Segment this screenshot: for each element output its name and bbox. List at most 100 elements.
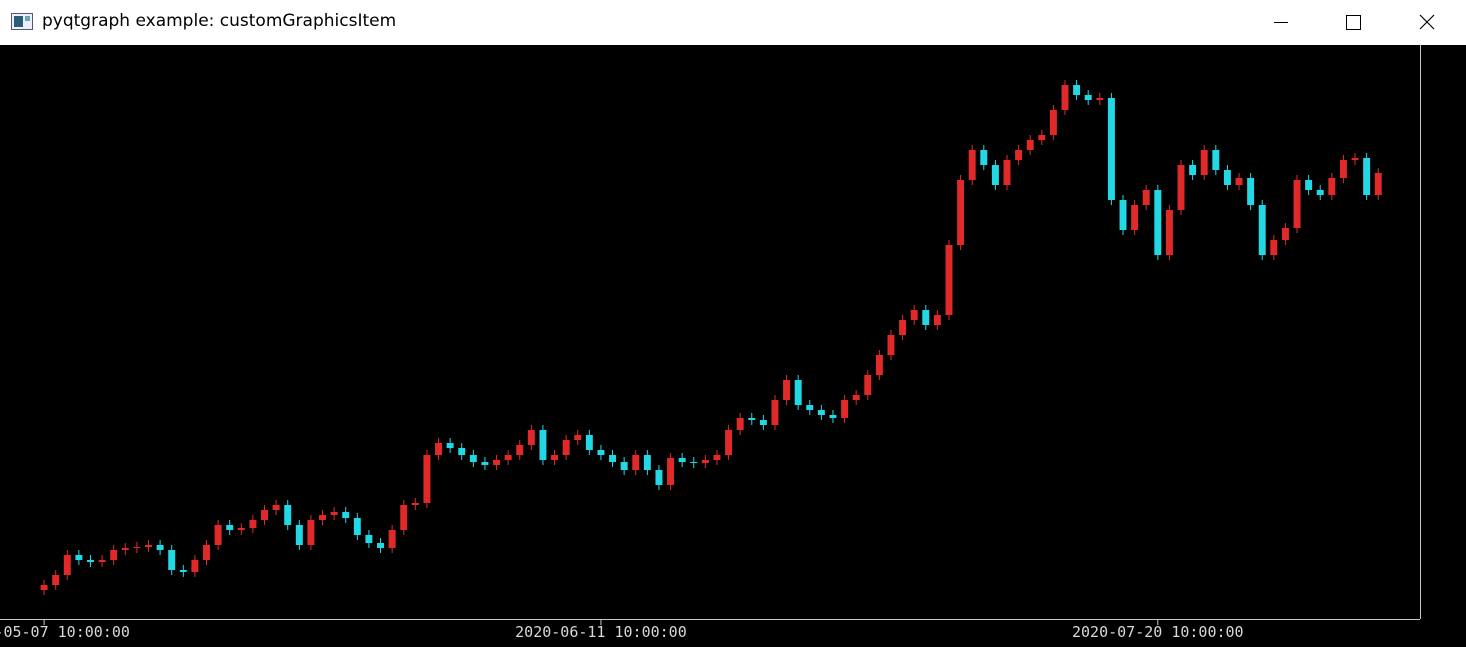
- candle-body: [319, 515, 326, 520]
- candle-body: [377, 543, 385, 548]
- close-button[interactable]: [1392, 0, 1462, 45]
- candle-body: [725, 430, 733, 455]
- candle-body: [295, 525, 303, 545]
- candle-body: [933, 315, 941, 325]
- x-tick-label: 2020-07-20 10:00:00: [1072, 623, 1244, 641]
- candle-body: [794, 380, 802, 405]
- candle-body: [609, 455, 617, 462]
- candle-body: [284, 505, 292, 525]
- candle-body: [1316, 190, 1324, 195]
- candle-body: [701, 460, 709, 463]
- candle-body: [1270, 240, 1278, 255]
- candle-body: [620, 462, 628, 470]
- candle-body: [1165, 210, 1173, 255]
- candle-body: [504, 455, 512, 460]
- candle-body: [1223, 170, 1231, 185]
- candle-body: [713, 455, 721, 460]
- candle-body: [771, 400, 779, 425]
- candle-body: [1131, 205, 1139, 230]
- candle-body: [1073, 85, 1081, 95]
- candle-body: [841, 400, 849, 418]
- candle-body: [585, 435, 593, 450]
- candle-body: [1026, 140, 1034, 150]
- candle-body: [272, 505, 280, 510]
- candle-body: [574, 435, 582, 440]
- candle-body: [1258, 205, 1266, 255]
- candle-body: [690, 462, 698, 463]
- candle-body: [307, 520, 315, 545]
- candle-body: [887, 335, 895, 355]
- candle-body: [539, 430, 547, 460]
- maximize-button[interactable]: [1318, 0, 1388, 45]
- candle-body: [736, 418, 744, 430]
- candle-body: [261, 510, 268, 520]
- candle-body: [922, 310, 930, 325]
- candle-body: [98, 560, 106, 562]
- candle-body: [1351, 158, 1359, 160]
- candle-body: [40, 585, 48, 590]
- candle-body: [110, 550, 118, 560]
- candle-body: [655, 470, 663, 485]
- candle-body: [1096, 98, 1104, 100]
- candle-body: [968, 150, 976, 180]
- candle-body: [156, 545, 164, 550]
- candle-body: [1339, 160, 1347, 178]
- candle-body: [75, 555, 83, 560]
- candle-body: [133, 547, 141, 548]
- candle-body: [1293, 180, 1301, 228]
- candle-body: [875, 355, 883, 375]
- candle-body: [1049, 110, 1057, 135]
- minimize-button[interactable]: [1246, 0, 1316, 45]
- candle-body: [330, 512, 338, 515]
- candle-body: [481, 462, 489, 465]
- candle-body: [1363, 158, 1371, 195]
- candle-body: [806, 405, 814, 410]
- candle-body: [145, 545, 152, 547]
- candle-body: [1374, 173, 1382, 195]
- candle-body: [643, 455, 651, 470]
- candle-body: [191, 560, 199, 572]
- candle-body: [435, 443, 443, 455]
- candle-body: [423, 455, 431, 503]
- candle-body: [991, 165, 999, 185]
- candle-body: [667, 458, 675, 485]
- candle-body: [226, 525, 234, 530]
- candle-body: [829, 415, 837, 418]
- candle-body: [342, 512, 350, 518]
- candle-body: [910, 310, 918, 320]
- app-icon: [11, 13, 33, 30]
- candle-body: [1305, 180, 1313, 190]
- window-title: pyqtgraph example: customGraphicsItem: [42, 11, 397, 31]
- candle-body: [551, 455, 559, 460]
- candle-body: [1154, 190, 1162, 255]
- candle-body: [87, 560, 94, 562]
- candle-body: [179, 570, 187, 572]
- candle-body: [1107, 98, 1115, 200]
- candle-body: [411, 503, 419, 505]
- candle-body: [980, 150, 988, 165]
- candle-body: [1247, 178, 1255, 205]
- candle-body: [864, 375, 872, 395]
- candle-body: [388, 530, 396, 548]
- candle-body: [1189, 165, 1197, 175]
- candle-body: [1235, 178, 1243, 185]
- candle-body: [121, 548, 129, 550]
- candle-body: [945, 245, 953, 315]
- candle-body: [365, 535, 373, 543]
- candle-body: [632, 455, 640, 470]
- candle-body: [899, 320, 907, 335]
- candle-body: [678, 458, 686, 462]
- candle-body: [1200, 150, 1208, 175]
- candle-body: [527, 430, 535, 445]
- x-tick-label: 2020-05-07 10:00:00: [0, 623, 130, 641]
- candle-body: [168, 550, 176, 570]
- candle-body: [1142, 190, 1150, 205]
- candle-body: [1038, 135, 1046, 140]
- x-tick-label: 2020-06-11 10:00:00: [515, 623, 687, 641]
- candle-body: [783, 380, 791, 400]
- candle-body: [759, 420, 767, 425]
- candle-body: [1328, 178, 1336, 195]
- candle-body: [817, 410, 825, 415]
- candle-body: [597, 450, 605, 455]
